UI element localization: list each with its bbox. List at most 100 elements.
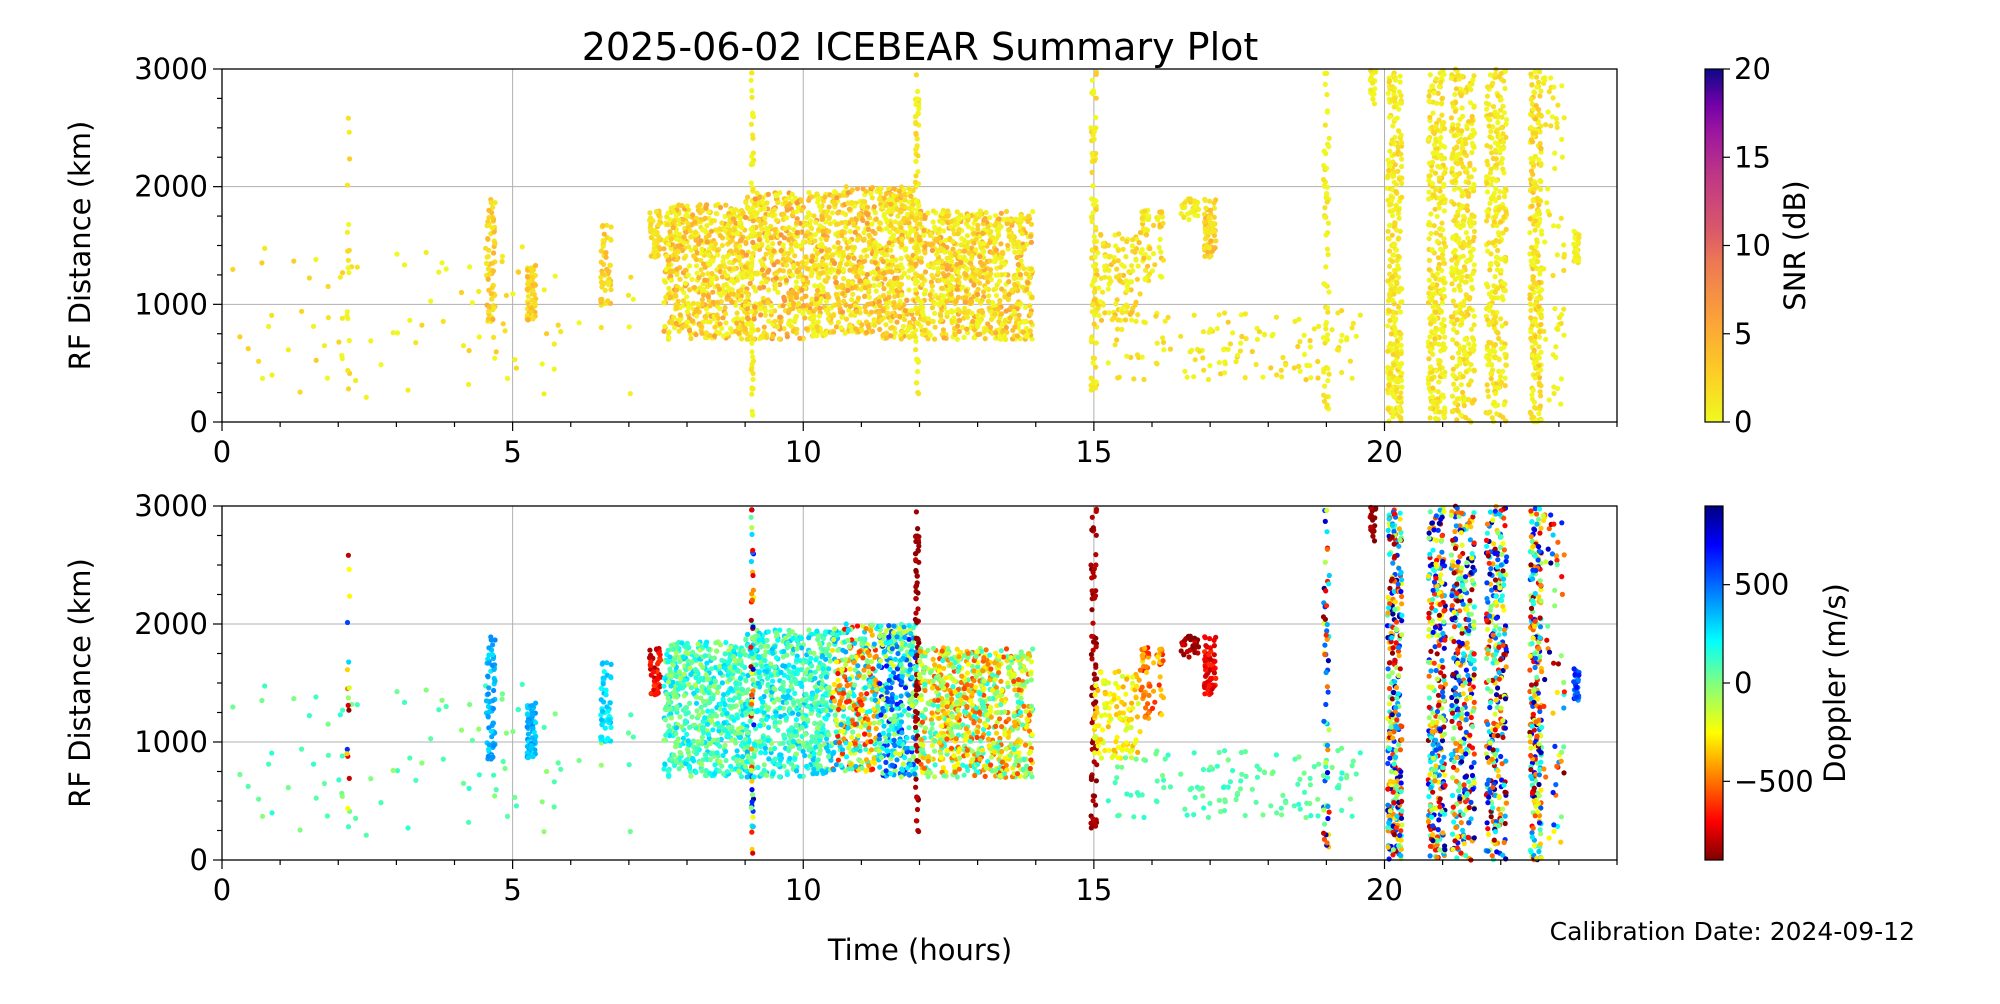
- data-point: [1399, 157, 1404, 162]
- data-point: [663, 295, 668, 300]
- data-point: [1238, 348, 1243, 353]
- data-point: [1151, 223, 1156, 228]
- data-point: [750, 136, 755, 141]
- data-point: [931, 241, 936, 246]
- data-point: [1029, 240, 1034, 245]
- data-point: [987, 305, 992, 310]
- data-point: [1093, 115, 1098, 120]
- data-point: [714, 211, 719, 216]
- data-point: [1257, 329, 1262, 334]
- data-point: [246, 346, 251, 351]
- data-point: [1472, 397, 1477, 402]
- data-point: [965, 233, 970, 238]
- data-point: [826, 229, 831, 234]
- data-point: [695, 301, 700, 306]
- data-point: [345, 183, 350, 188]
- data-point: [1092, 321, 1097, 326]
- data-point: [1459, 93, 1464, 98]
- data-point: [914, 72, 919, 77]
- data-point: [355, 265, 360, 270]
- data-point: [666, 262, 671, 267]
- data-point: [1134, 246, 1139, 251]
- data-point: [1450, 166, 1455, 171]
- data-point: [1438, 290, 1443, 295]
- data-point: [1433, 326, 1438, 331]
- data-point: [748, 207, 753, 212]
- data-point: [1020, 285, 1025, 290]
- data-point: [679, 203, 684, 208]
- data-point: [1019, 214, 1024, 219]
- data-point: [1399, 378, 1404, 383]
- data-point: [1027, 275, 1032, 280]
- data-point: [838, 325, 843, 330]
- data-point: [1023, 305, 1028, 310]
- data-point: [1270, 333, 1275, 338]
- data-point: [656, 253, 661, 258]
- data-point: [1453, 303, 1458, 308]
- data-point: [803, 233, 808, 238]
- data-point: [607, 263, 612, 268]
- data-point: [1502, 110, 1507, 115]
- data-point: [1274, 315, 1279, 320]
- data-point: [698, 323, 703, 328]
- data-point: [1303, 377, 1308, 382]
- data-point: [1500, 369, 1505, 374]
- data-point: [1368, 87, 1373, 92]
- data-point: [889, 258, 894, 263]
- data-point: [1388, 341, 1393, 346]
- data-point: [346, 265, 351, 270]
- data-point: [884, 203, 889, 208]
- data-point: [770, 241, 775, 246]
- data-point: [949, 308, 954, 313]
- data-point: [1462, 403, 1467, 408]
- data-point: [1197, 349, 1202, 354]
- data-point: [1238, 341, 1243, 346]
- data-point: [756, 233, 761, 238]
- data-point: [1344, 337, 1349, 342]
- data-point: [722, 283, 727, 288]
- data-point: [1430, 273, 1435, 278]
- data-point: [786, 251, 791, 256]
- data-point: [313, 257, 318, 262]
- data-point: [715, 312, 720, 317]
- data-point: [260, 376, 265, 381]
- data-point: [863, 309, 868, 314]
- data-point: [667, 217, 672, 222]
- data-point: [936, 236, 941, 241]
- data-point: [840, 229, 845, 234]
- data-point: [793, 291, 798, 296]
- data-point: [1330, 327, 1335, 332]
- data-point: [1029, 294, 1034, 299]
- data-point: [1090, 78, 1095, 83]
- data-point: [750, 160, 755, 165]
- data-point: [717, 226, 722, 231]
- data-point: [1430, 313, 1435, 318]
- data-point: [1399, 195, 1404, 200]
- data-point: [1435, 271, 1440, 276]
- data-point: [601, 244, 606, 249]
- data-point: [827, 215, 832, 220]
- data-point: [782, 226, 787, 231]
- data-point: [801, 303, 806, 308]
- data-point: [669, 236, 674, 241]
- data-point: [1500, 166, 1505, 171]
- data-point: [955, 209, 960, 214]
- data-point: [738, 216, 743, 221]
- data-point: [913, 347, 918, 352]
- data-point: [1471, 182, 1476, 187]
- data-point: [865, 221, 870, 226]
- data-point: [1020, 231, 1025, 236]
- data-point: [931, 219, 936, 224]
- data-point: [749, 349, 754, 354]
- data-point: [533, 283, 538, 288]
- data-point: [723, 320, 728, 325]
- data-point: [1130, 237, 1135, 242]
- data-point: [1392, 394, 1397, 399]
- data-point: [753, 210, 758, 215]
- data-point: [777, 315, 782, 320]
- data-point: [900, 330, 905, 335]
- data-point: [486, 248, 491, 253]
- data-point: [1339, 370, 1344, 375]
- data-point: [729, 277, 734, 282]
- data-point: [743, 299, 748, 304]
